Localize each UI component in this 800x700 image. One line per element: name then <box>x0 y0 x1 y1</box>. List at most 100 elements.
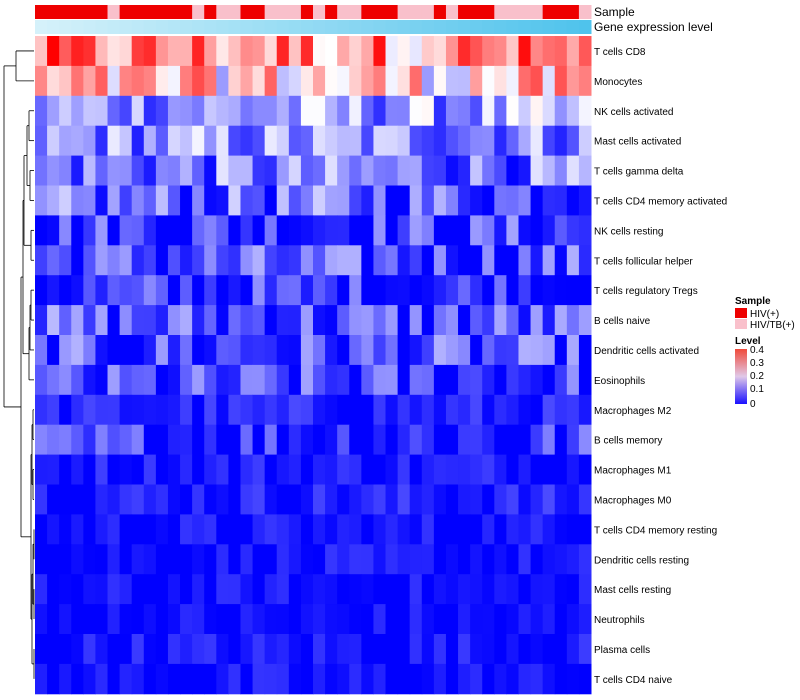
heatmap-cell <box>361 155 374 186</box>
heatmap-cell <box>518 65 532 97</box>
heatmap-cell <box>95 65 109 97</box>
heatmap-cell <box>494 335 507 366</box>
expression-annotation-cell <box>300 20 314 34</box>
expression-annotation-cell <box>83 20 96 34</box>
heatmap-cell <box>155 514 169 545</box>
heatmap-cell <box>313 275 326 306</box>
heatmap-cell <box>349 484 362 515</box>
heatmap-cell <box>107 454 121 485</box>
heatmap-cell <box>95 544 109 575</box>
heatmap-cell <box>143 514 157 545</box>
heatmap-cell <box>361 275 374 306</box>
heatmap-cell <box>155 484 169 515</box>
expression-annotation-cell <box>578 20 592 34</box>
heatmap-cell <box>554 305 568 336</box>
heatmap-cell <box>83 305 96 336</box>
heatmap-cell <box>252 36 266 67</box>
expression-annotation-cell <box>59 20 72 34</box>
expression-annotation-cell <box>433 20 447 34</box>
heatmap-cell <box>276 514 290 545</box>
heatmap-cell <box>325 424 338 456</box>
heatmap-cell <box>566 544 580 575</box>
heatmap-cell <box>433 215 447 246</box>
heatmap-cell <box>313 95 326 127</box>
heatmap-cell <box>155 335 169 366</box>
heatmap-cell <box>349 36 362 67</box>
heatmap-cell <box>288 604 302 635</box>
heatmap-cell <box>192 514 205 545</box>
heatmap-cell <box>409 364 423 396</box>
heatmap-cell <box>421 514 435 545</box>
heatmap-cell <box>276 245 290 276</box>
heatmap-cell <box>566 514 580 545</box>
heatmap-cell <box>385 65 399 97</box>
heatmap-cell <box>482 574 495 605</box>
heatmap-cell <box>252 394 266 426</box>
expression-annotation-cell <box>445 20 459 34</box>
heatmap-cell <box>397 454 411 485</box>
row-dendrogram <box>3 50 35 679</box>
heatmap-cell <box>119 185 133 216</box>
heatmap-cell <box>566 185 580 216</box>
sample-annotation-cell <box>433 5 447 19</box>
heatmap-cell <box>252 245 266 276</box>
heatmap-cell <box>470 663 483 695</box>
heatmap-cell <box>119 544 133 575</box>
expression-annotation-cell <box>107 20 121 34</box>
heatmap-cell <box>204 65 217 97</box>
heatmap-cell <box>131 663 145 695</box>
heatmap-cell <box>264 484 278 515</box>
heatmap-cell <box>240 544 254 575</box>
heatmap-cell <box>506 65 519 97</box>
heatmap-cell <box>47 544 60 575</box>
heatmap-cell <box>35 454 48 485</box>
heatmap-cell <box>264 663 278 695</box>
heatmap-cell <box>397 155 411 186</box>
expression-annotation-cell <box>458 20 471 34</box>
heatmap-cell <box>47 36 60 67</box>
heatmap-cell <box>506 634 519 665</box>
heatmap-cell <box>458 484 471 515</box>
heatmap-cell <box>95 185 109 216</box>
heatmap-cell <box>566 484 580 515</box>
heatmap-cell <box>264 634 278 665</box>
heatmap-cell <box>494 454 507 485</box>
heatmap-cell <box>131 36 145 67</box>
heatmap-cell <box>397 574 411 605</box>
heatmap-cell <box>337 544 350 575</box>
sample-annotation-cell <box>506 5 519 19</box>
heatmap-cell <box>204 484 217 515</box>
heatmap-cell <box>192 454 205 485</box>
heatmap-cell <box>506 514 519 545</box>
heatmap-cell <box>530 634 544 665</box>
heatmap-cell <box>445 574 459 605</box>
sample-annotation-cell <box>300 5 314 19</box>
heatmap-cell <box>313 305 326 336</box>
heatmap-cell <box>59 454 72 485</box>
heatmap-cell <box>71 663 84 695</box>
heatmap-cell <box>506 364 519 396</box>
heatmap-cell <box>578 484 592 515</box>
heatmap-cell <box>482 155 495 186</box>
heatmap-cell <box>373 305 387 336</box>
heatmap-cell <box>276 155 290 186</box>
heatmap-cell <box>264 275 278 306</box>
heatmap-cell <box>397 215 411 246</box>
heatmap-cell <box>59 305 72 336</box>
heatmap-cell <box>494 604 507 635</box>
heatmap-cell <box>107 634 121 665</box>
heatmap-cell <box>566 305 580 336</box>
heatmap-cell <box>240 335 254 366</box>
heatmap-cell <box>542 215 556 246</box>
heatmap-cell <box>313 604 326 635</box>
heatmap-cell <box>578 634 592 665</box>
heatmap-cell <box>95 454 109 485</box>
heatmap-cell <box>470 364 483 396</box>
heatmap-cell <box>566 663 580 695</box>
heatmap-cell <box>131 634 145 665</box>
heatmap-cell <box>300 125 314 157</box>
heatmap-cell <box>518 215 532 246</box>
heatmap-cell <box>578 125 592 157</box>
heatmap-cell <box>59 155 72 186</box>
